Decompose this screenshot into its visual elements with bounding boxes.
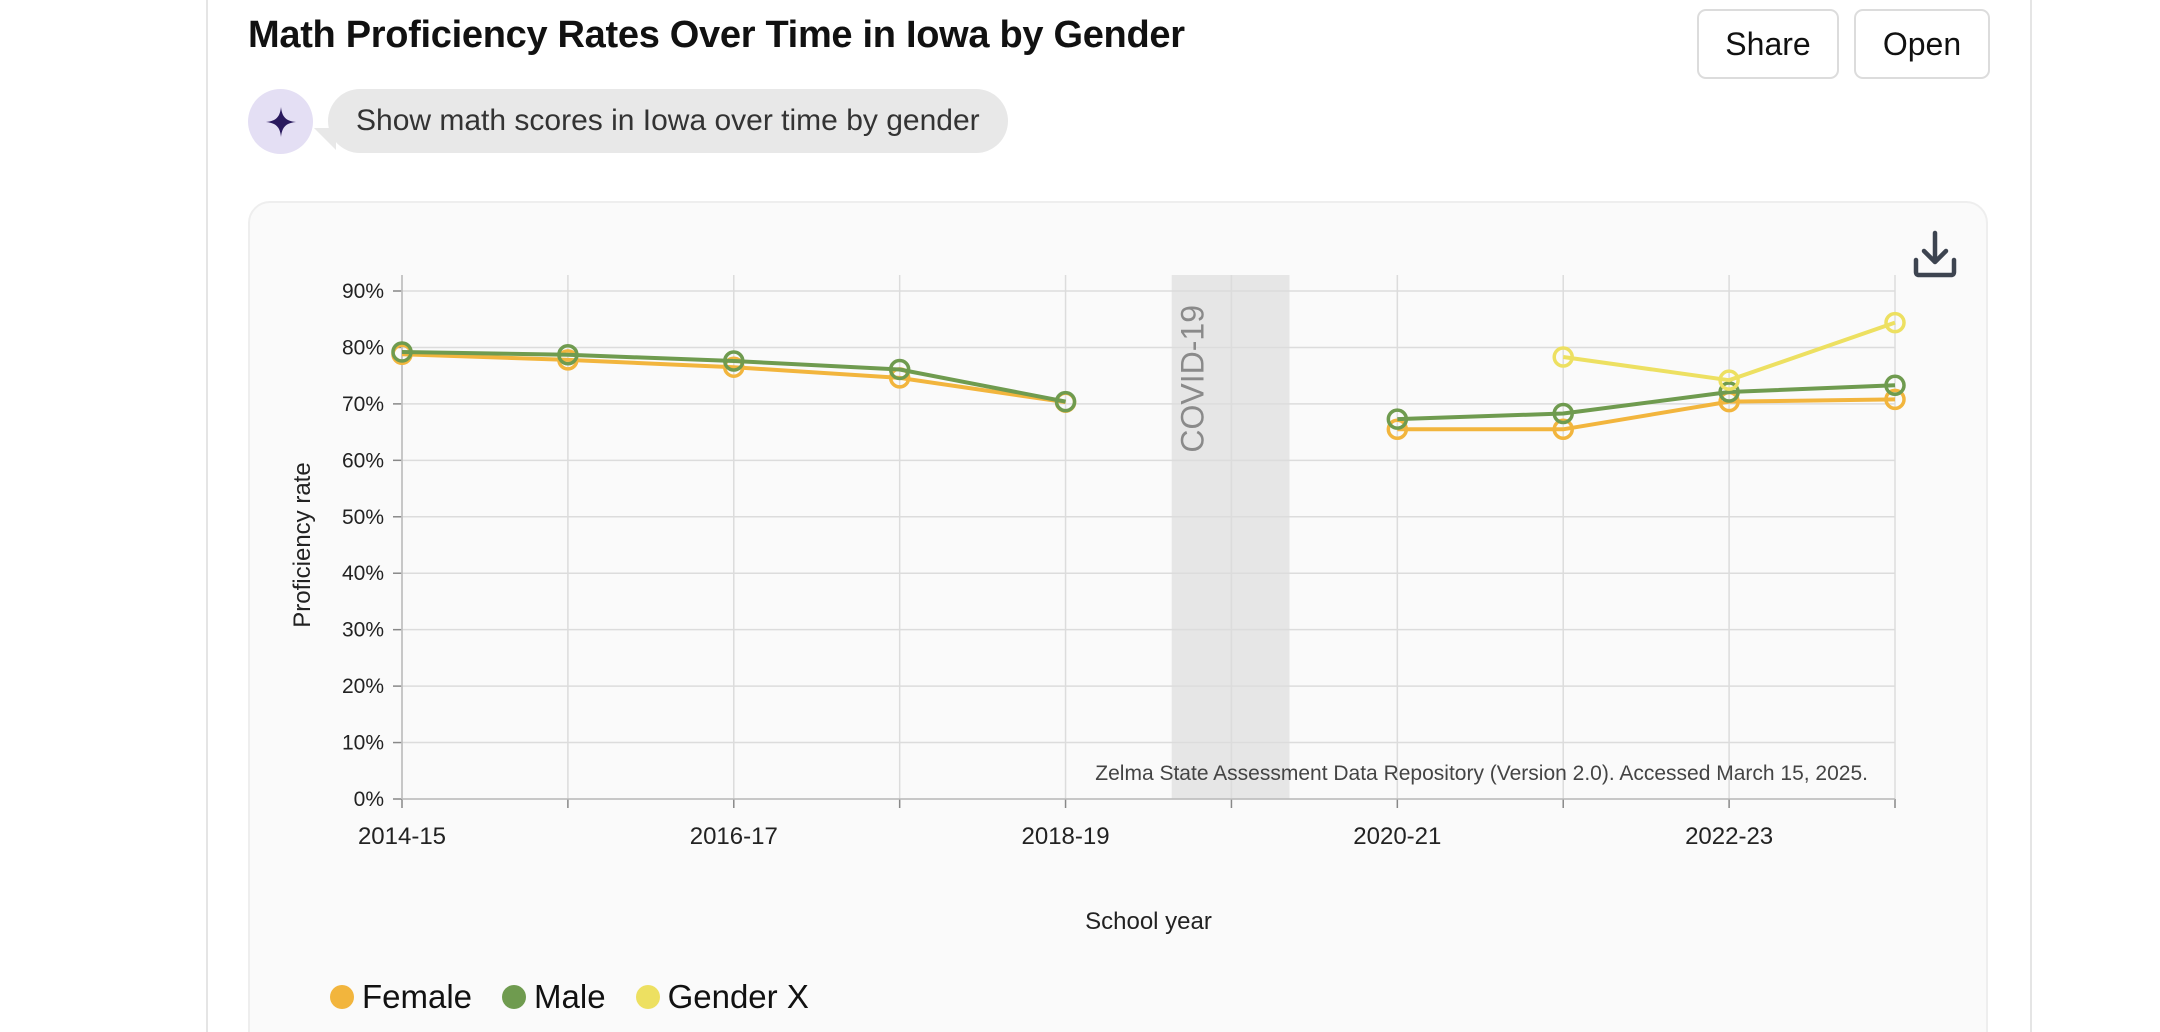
y-tick-label: 90%	[342, 280, 384, 303]
y-axis-title: Proficiency rate	[289, 462, 316, 627]
legend-swatch-male	[502, 985, 527, 1009]
y-tick-label: 50%	[342, 506, 384, 529]
y-tick-label: 40%	[342, 562, 384, 585]
data-point-female[interactable]	[1386, 418, 1409, 441]
data-point-male[interactable]	[1386, 408, 1409, 430]
sparkle-icon	[265, 106, 296, 137]
legend-item-male[interactable]: Male	[502, 978, 606, 1016]
share-button[interactable]: Share	[1697, 9, 1839, 79]
covid-band-label: COVID-19	[1175, 305, 1211, 453]
data-point-male[interactable]	[1552, 402, 1574, 425]
x-tick-label: 2020-21	[1353, 823, 1441, 850]
prompt-text: Show math scores in Iowa over time by ge…	[356, 104, 980, 137]
data-point-gender-x[interactable]	[1884, 311, 1906, 334]
data-point-male[interactable]	[557, 344, 579, 366]
assistant-avatar	[248, 89, 313, 154]
x-tick-label: 2022-23	[1685, 823, 1773, 850]
series-line-male	[401, 350, 1066, 404]
y-tick-label: 10%	[342, 732, 384, 755]
open-button[interactable]: Open	[1854, 9, 1990, 79]
source-note: Zelma State Assessment Data Repository (…	[1095, 762, 1868, 785]
legend-label-male: Male	[534, 978, 606, 1015]
y-tick-label: 0%	[354, 788, 384, 811]
data-point-male[interactable]	[1884, 374, 1906, 397]
x-tick-label: 2014-15	[358, 823, 446, 850]
legend-label-gender-x: Gender X	[667, 978, 809, 1015]
download-icon[interactable]	[1912, 230, 1958, 278]
data-point-male[interactable]	[1054, 390, 1077, 413]
data-point-male[interactable]	[888, 358, 911, 381]
y-tick-label: 30%	[342, 619, 384, 642]
legend-label-female: Female	[362, 978, 473, 1015]
covid-band	[1171, 275, 1290, 799]
data-point-gender-x[interactable]	[1718, 369, 1740, 391]
legend-swatch-female	[330, 985, 354, 1009]
y-tick-label: 80%	[342, 336, 384, 359]
data-point-gender-x[interactable]	[1552, 346, 1574, 368]
y-tick-label: 20%	[342, 675, 384, 698]
data-point-male[interactable]	[723, 350, 745, 372]
legend-item-gender-x[interactable]: Gender X	[635, 978, 809, 1016]
legend-swatch-gender-x	[635, 985, 660, 1009]
data-point-male[interactable]	[391, 341, 413, 363]
y-tick-label: 60%	[342, 449, 384, 472]
data-point-female[interactable]	[723, 356, 745, 378]
data-point-female[interactable]	[1552, 418, 1574, 441]
series-line-female	[401, 352, 1066, 405]
data-point-female[interactable]	[1884, 388, 1906, 411]
chart-card	[248, 201, 1988, 1032]
series-line-male	[1397, 383, 1896, 422]
chart-legend: Female Male Gender X	[330, 978, 809, 1016]
series-line-gender-x	[1562, 320, 1896, 383]
y-tick-label: 70%	[342, 393, 384, 416]
chart-title: Math Proficiency Rates Over Time in Iowa…	[248, 14, 1185, 56]
data-point-male[interactable]	[1718, 381, 1740, 403]
x-tick-label: 2016-17	[690, 823, 778, 850]
x-axis-title: School year	[1085, 908, 1212, 935]
prompt-bubble: Show math scores in Iowa over time by ge…	[328, 89, 1008, 153]
x-tick-label: 2018-19	[1022, 823, 1110, 850]
series-line-female	[1397, 397, 1896, 432]
legend-item-female[interactable]: Female	[330, 978, 472, 1016]
